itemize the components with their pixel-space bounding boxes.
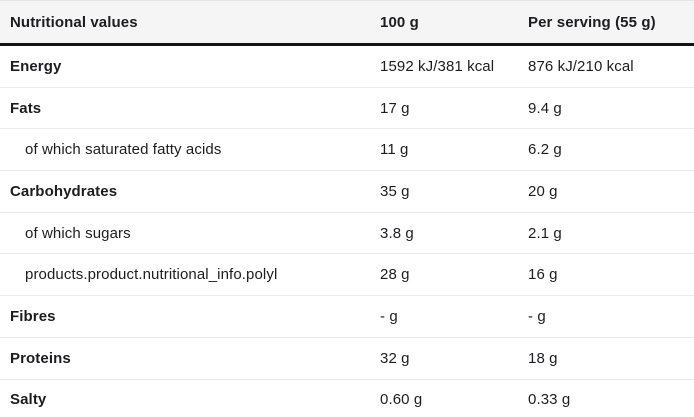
row-value-100g: 32 g [380,349,410,367]
row-value-100g: 28 g [380,266,410,284]
row-value-per-serving: 9.4 g [528,99,562,117]
row-value-100g: 3.8 g [380,224,414,242]
row-value-per-serving: 2.1 g [528,224,562,242]
table-row-carbohydrates: Carbohydrates 35 g 20 g [0,171,694,213]
column-header-100g: 100 g [380,13,419,31]
table-row-polyols: products.product.nutritional_info.polyl … [0,254,694,297]
row-label: Fibres [10,307,56,325]
table-row-fibres: Fibres - g - g [0,296,694,338]
row-label: of which saturated fatty acids [25,141,222,159]
row-value-per-serving: 20 g [528,182,558,200]
table-row-saturated-fatty-acids: of which saturated fatty acids 11 g 6.2 … [0,129,694,172]
row-label: Proteins [10,349,71,367]
table-row-sugars: of which sugars 3.8 g 2.1 g [0,213,694,255]
row-value-100g: 0.60 g [380,391,423,409]
row-value-per-serving: 18 g [528,349,558,367]
row-value-100g: 1592 kJ/381 kcal [380,57,495,75]
table-row-proteins: Proteins 32 g 18 g [0,338,694,380]
row-value-per-serving: 0.33 g [528,391,571,409]
row-label: Salty [10,391,47,409]
row-label: Energy [10,57,62,75]
table-row-salty: Salty 0.60 g 0.33 g [0,380,694,417]
table-row-fats: Fats 17 g 9.4 g [0,88,694,130]
table-header-row: Nutritional values 100 g Per serving (55… [0,1,694,46]
column-header-per-serving: Per serving (55 g) [528,13,656,31]
row-value-100g: 17 g [380,99,410,117]
row-label: Carbohydrates [10,182,118,200]
row-value-100g: 35 g [380,182,410,200]
row-label: Fats [10,99,42,117]
column-header-nutritional-values: Nutritional values [10,13,138,31]
row-value-per-serving: 876 kJ/210 kcal [528,57,634,75]
table-row-energy: Energy 1592 kJ/381 kcal 876 kJ/210 kcal [0,46,694,88]
row-label: products.product.nutritional_info.polyl [25,266,278,284]
row-value-per-serving: 6.2 g [528,141,562,159]
row-label: of which sugars [25,224,131,242]
row-value-per-serving: - g [528,307,546,325]
row-value-100g: 11 g [380,141,409,159]
row-value-100g: - g [380,307,398,325]
row-value-per-serving: 16 g [528,266,558,284]
